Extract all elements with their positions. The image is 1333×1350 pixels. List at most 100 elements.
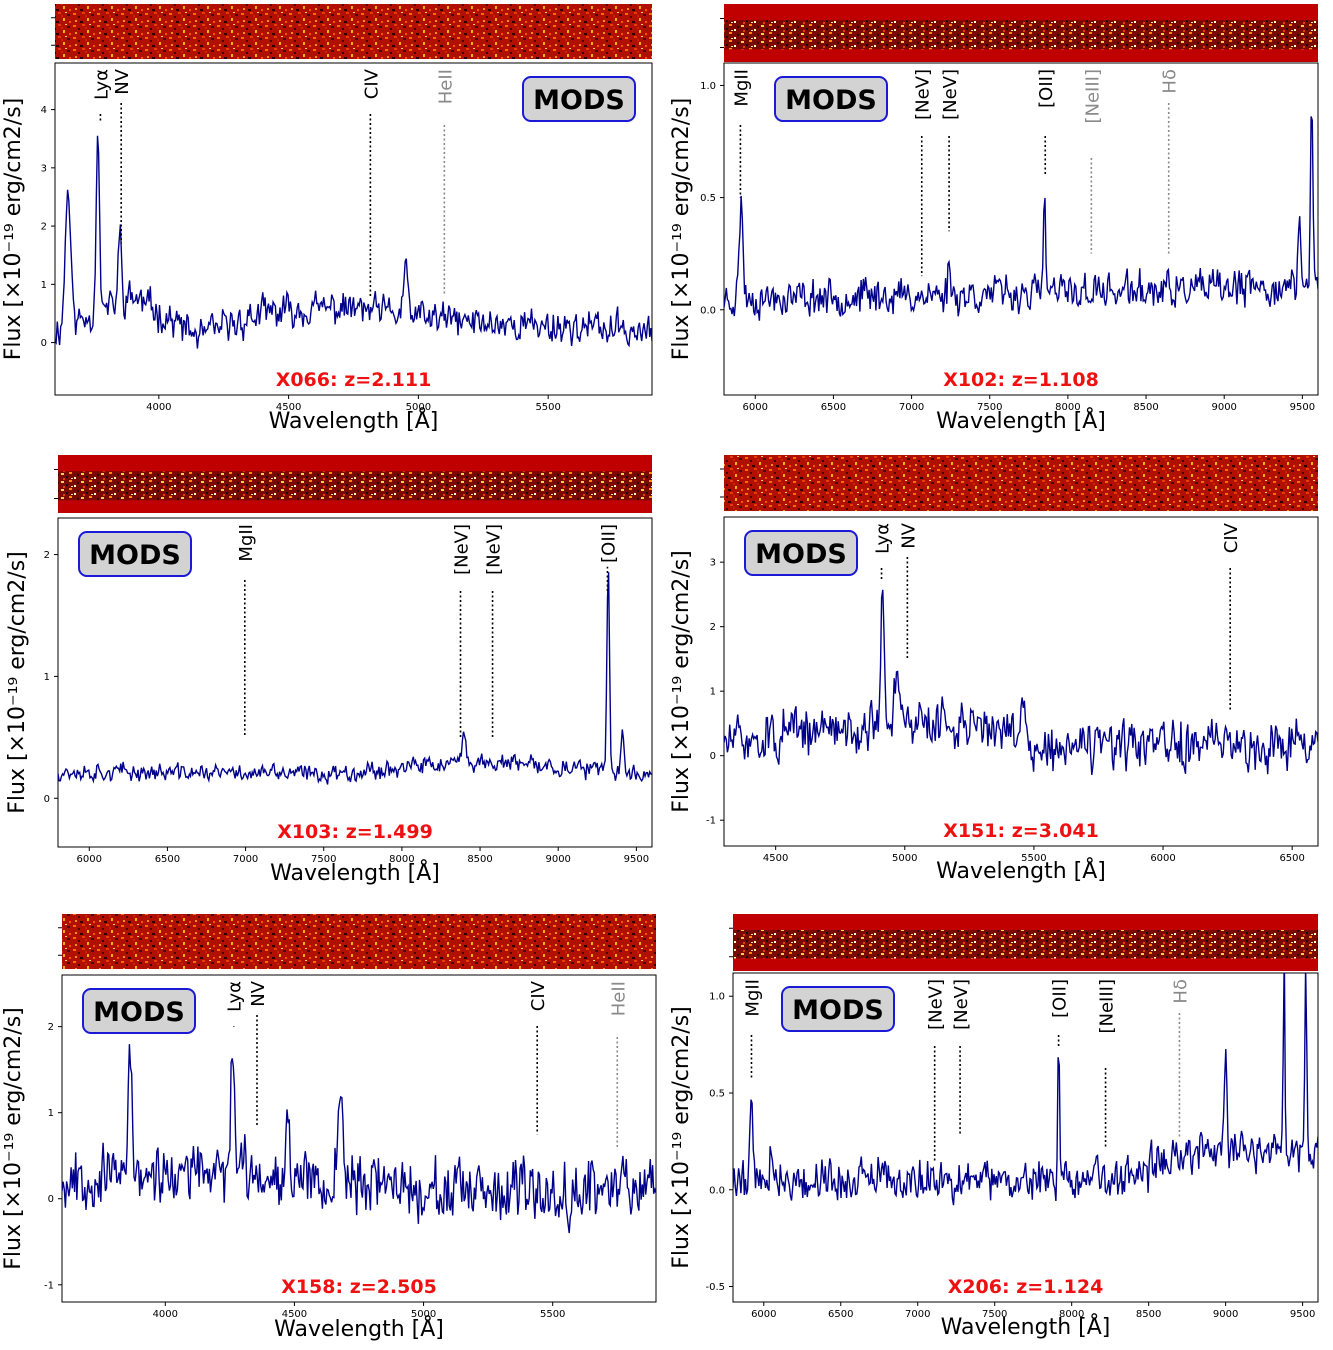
object-redshift-label: X151: z=3.041 [943,820,1099,842]
x-tick-label: 6500 [828,1309,853,1320]
x-tick-label: 9000 [1213,1309,1238,1320]
line-label: [OII] [1050,979,1071,1018]
mods-badge [82,988,196,1034]
x-axis-label: Wavelength [Å] [269,407,439,434]
spectrum-panel-3: 6000 6500 7000 7500 8000 8500 9000 9500 0 1 2 Wavel… [5,455,653,886]
x-axis-label: Wavelength [Å] [941,1313,1111,1340]
spectrum-line [724,589,1318,775]
line-label: CIV [1221,522,1242,553]
y-tick-label: 0.5 [700,193,716,204]
y-tick-label: -1 [44,1280,54,1291]
y-tick-label: 0 [41,338,47,349]
2d-spectrum-strip [58,471,652,501]
line-label: NV [248,980,269,1006]
x-axis-label: Wavelength [Å] [274,1315,444,1342]
y-tick-label: 4 [41,105,47,116]
spectrum-line [62,1044,656,1234]
x-tick-label: 7000 [899,402,924,413]
object-redshift-label: X158: z=2.505 [281,1276,437,1298]
line-label: Lyα [91,69,112,100]
x-tick-label: 9000 [1211,402,1236,413]
spectrum-line [55,135,652,349]
mods-badge [774,76,888,122]
y-tick-label: 3 [710,558,716,569]
y-tick-label: 3 [41,163,47,174]
spectrum-line [733,973,1318,1206]
plot-frame [723,62,1319,396]
line-label: Hδ [1170,979,1191,1004]
line-label: MgII [742,979,763,1017]
x-tick-label: 4000 [153,1309,178,1320]
spectrum-line [58,572,652,785]
line-label: Lyα [873,523,894,554]
x-tick-label: 9500 [1290,402,1315,413]
y-tick-label: 0.5 [709,1088,725,1099]
y-axis-label: Flux [×10⁻¹⁹ erg/cm2/s] [669,1006,694,1269]
x-tick-label: 4500 [763,853,788,864]
x-tick-label: 6500 [155,854,180,865]
object-redshift-label: X066: z=2.111 [276,369,432,391]
y-tick-label: 0.0 [700,305,716,316]
line-label: Hδ [1160,69,1181,94]
line-label: [OII] [598,524,619,563]
2d-spectrum-strip [724,20,1318,50]
mods-badge-label: MODS [89,540,181,571]
y-tick-label: -0.5 [705,1282,725,1293]
x-axis-label: Wavelength [Å] [270,859,440,886]
x-tick-label: 7500 [977,402,1002,413]
x-tick-label: 5000 [406,402,431,413]
mods-badge [744,530,858,576]
x-tick-label: 7500 [982,1309,1007,1320]
x-tick-label: 8000 [389,854,414,865]
line-label: HeII [435,69,456,104]
line-label: [OII] [1036,69,1057,108]
plot-frame [61,974,657,1303]
line-label: [NeV] [913,69,934,120]
line-label: CIV [361,68,382,99]
x-tick-label: 5000 [411,1309,436,1320]
x-tick-label: 7000 [905,1309,930,1320]
2d-spectrum-strip [62,914,656,969]
plot-frame [57,517,653,848]
y-tick-label: 1.0 [709,992,725,1003]
mods-badge-label: MODS [755,539,847,570]
mods-badge [522,76,636,122]
x-tick-label: 4000 [146,402,171,413]
x-tick-label: 4500 [276,402,301,413]
spectrum-panel-1: 4000 4500 5000 5500 0 1 2 3 4 Wavelength [Å] Flux … [1,4,653,434]
mods-badge-label: MODS [792,995,884,1026]
y-axis-label: Flux [×10⁻¹⁹ erg/cm2/s] [5,551,30,814]
object-redshift-label: X102: z=1.108 [943,369,1099,391]
2d-spectrum-strip [733,929,1318,959]
spectrum-line [724,116,1318,321]
y-tick-label: 2 [48,1022,54,1033]
y-axis-label: Flux [×10⁻¹⁹ erg/cm2/s] [669,98,694,361]
x-tick-label: 6000 [77,854,102,865]
x-tick-label: 8000 [1055,402,1080,413]
mods-badge-label: MODS [785,85,877,116]
x-axis-label: Wavelength [Å] [936,857,1106,884]
line-label: [NeIII] [1097,979,1118,1034]
x-tick-label: 9000 [545,854,570,865]
y-tick-label: 1.0 [700,81,716,92]
y-tick-label: 1 [44,672,50,683]
y-tick-label: 2 [710,622,716,633]
line-label: [NeV] [926,979,947,1030]
x-tick-label: 8500 [1133,402,1158,413]
line-label: [NeV] [452,524,473,575]
y-axis-label: Flux [×10⁻¹⁹ erg/cm2/s] [1,98,26,361]
spectrum-panel-2: 6000 6500 7000 7500 8000 8500 9000 9500 0.0 0.5 1.… [669,4,1319,434]
panels: 4000 4500 5000 5500 0 1 2 3 4 Wavelength [Å] Flux … [1,4,1319,1342]
line-label: MgII [236,524,257,562]
x-tick-label: 5000 [892,853,917,864]
line-label: [NeV] [940,69,961,120]
x-tick-label: 9500 [1290,1309,1315,1320]
x-tick-label: 8500 [467,854,492,865]
x-tick-label: 6500 [821,402,846,413]
plot-frame [723,516,1319,847]
y-tick-label: 2 [41,222,47,233]
y-tick-label: 0 [44,794,50,805]
x-tick-label: 8500 [1136,1309,1161,1320]
line-label: [NeV] [951,979,972,1030]
y-axis-label: Flux [×10⁻¹⁹ erg/cm2/s] [669,550,694,813]
